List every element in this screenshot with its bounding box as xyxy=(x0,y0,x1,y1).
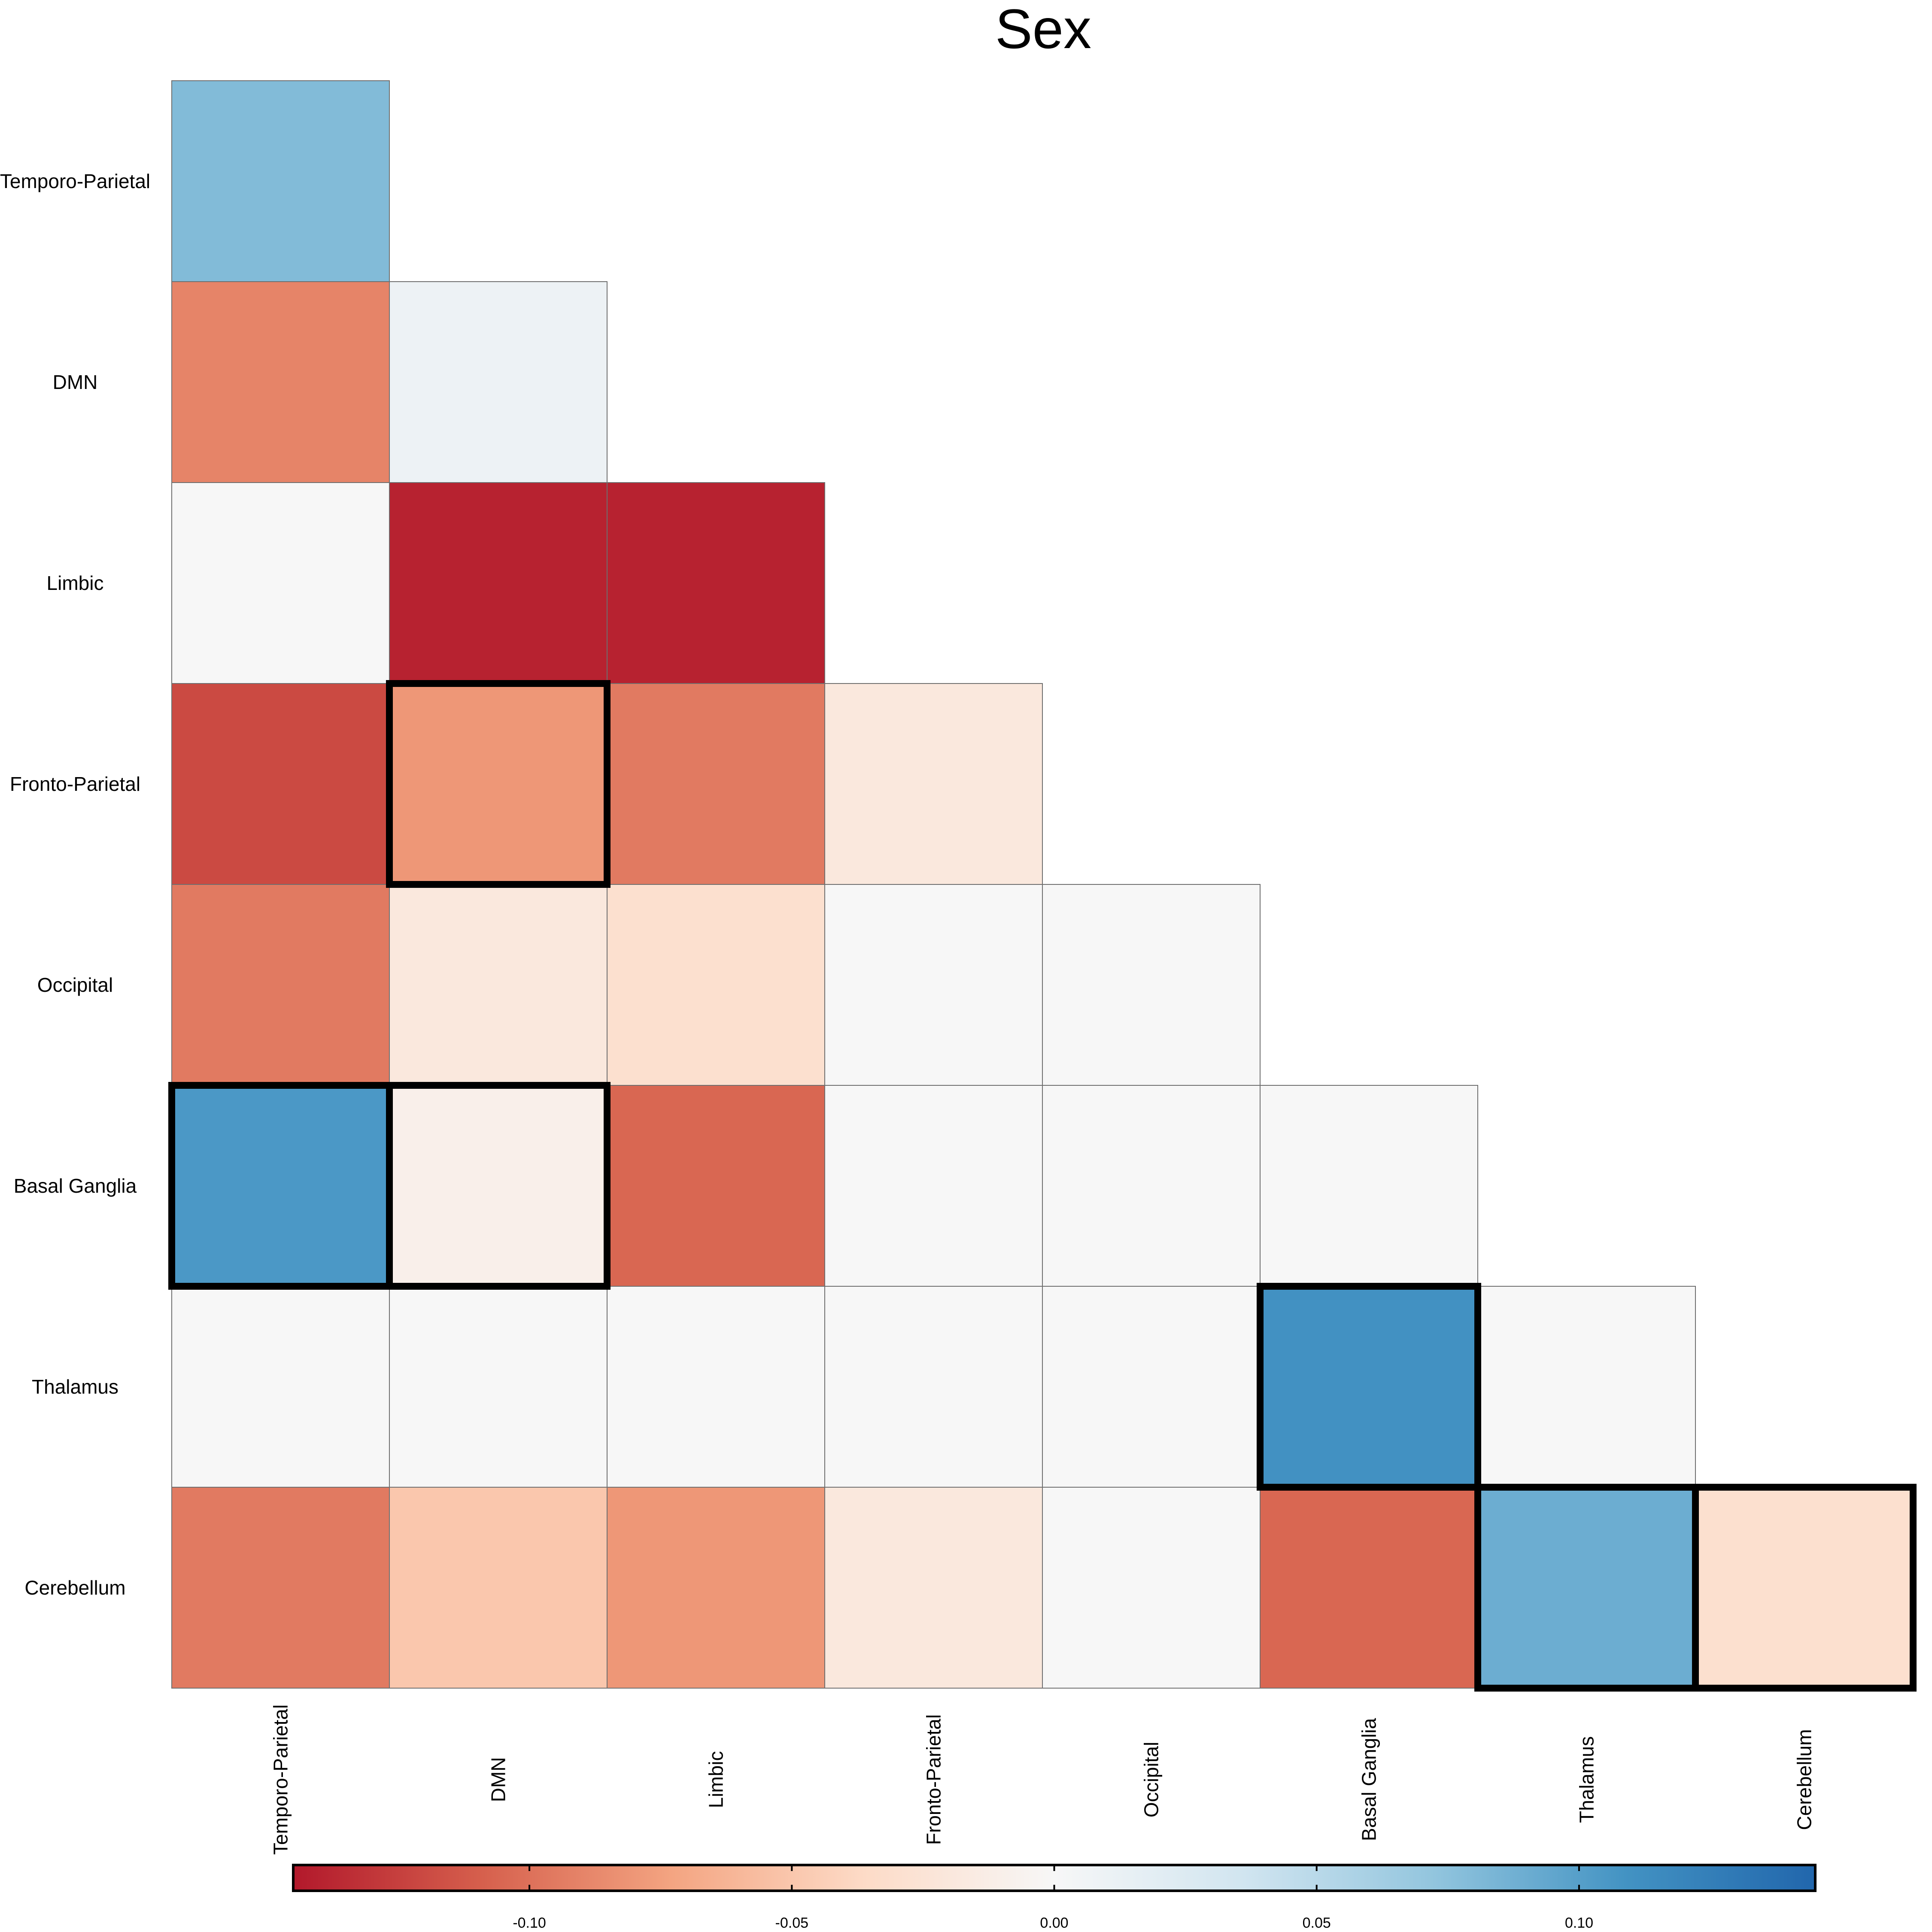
row-label: Cerebellum xyxy=(24,1577,125,1599)
heatmap-cell xyxy=(607,884,825,1086)
row-label: Temporo-Parietal xyxy=(0,170,150,192)
colorbar-tick-label: 0.00 xyxy=(1040,1915,1068,1931)
chart-title: Sex xyxy=(995,0,1091,60)
heatmap-cell xyxy=(824,1085,1043,1287)
column-label: Cerebellum xyxy=(1793,1729,1816,1830)
heatmap-cell xyxy=(1477,1286,1696,1488)
heatmap-cell xyxy=(171,281,390,483)
row-label: Thalamus xyxy=(32,1376,118,1398)
highlight-box xyxy=(1257,1283,1481,1491)
heatmap-cell xyxy=(389,1286,608,1488)
column-label: Fronto-Parietal xyxy=(923,1714,945,1845)
row-labels: Temporo-Parietal DMN Limbic Fronto-Parietal… xyxy=(0,170,150,1599)
heatmap-cell xyxy=(1260,1286,1478,1488)
heatmap-cell xyxy=(171,1286,390,1488)
highlight-box xyxy=(386,680,611,888)
heatmap-cell xyxy=(607,482,825,684)
row-label: Limbic xyxy=(47,572,104,594)
heatmap-cell xyxy=(607,1487,825,1689)
heatmap-cell xyxy=(389,1487,608,1689)
column-labels: Temporo-Parietal DMN Limbic Fronto-Parietal… xyxy=(270,1704,1816,1855)
colorbar-tick-label: -0.05 xyxy=(775,1915,809,1931)
column-label: Temporo-Parietal xyxy=(270,1704,292,1855)
heatmap-cell xyxy=(1042,1487,1261,1689)
heatmap-cell xyxy=(1042,1286,1261,1488)
row-label: Fronto-Parietal xyxy=(10,773,140,795)
highlight-boxes xyxy=(168,680,1917,1692)
heatmap-cell xyxy=(171,1085,390,1287)
row-label: DMN xyxy=(53,371,98,393)
heatmap-cell xyxy=(389,482,608,684)
highlight-box xyxy=(386,1082,611,1290)
heatmap-cell xyxy=(171,683,390,885)
column-label: Limbic xyxy=(705,1751,727,1808)
highlight-box xyxy=(1692,1484,1917,1692)
colorbar: -0.10 -0.05 0.00 0.05 0.10 xyxy=(292,1864,1817,1931)
heatmap-cell xyxy=(389,683,608,885)
colorbar-tick-label: 0.10 xyxy=(1565,1915,1593,1931)
heatmap-cell xyxy=(389,281,608,483)
heatmap-cell xyxy=(1695,1487,1914,1689)
heatmap-cell xyxy=(171,482,390,684)
heatmap-cell xyxy=(607,1085,825,1287)
heatmap-cell xyxy=(824,683,1043,885)
heatmap-cell xyxy=(171,884,390,1086)
column-label: Occipital xyxy=(1140,1742,1163,1817)
heatmap-cells xyxy=(171,80,1914,1689)
colorbar-tick-label: -0.10 xyxy=(513,1915,546,1931)
column-label: Thalamus xyxy=(1576,1736,1598,1823)
heatmap-cell xyxy=(1042,884,1261,1086)
heatmap-cell xyxy=(824,1487,1043,1689)
heatmap-cell xyxy=(389,1085,608,1287)
heatmap-cell xyxy=(824,884,1043,1086)
row-label: Basal Ganglia xyxy=(14,1175,137,1197)
colorbar-tick-label: 0.05 xyxy=(1303,1915,1331,1931)
row-label: Occipital xyxy=(37,974,113,996)
heatmap-cell xyxy=(389,884,608,1086)
heatmap-cell xyxy=(171,80,390,282)
column-label: Basal Ganglia xyxy=(1358,1718,1380,1841)
column-label: DMN xyxy=(487,1757,510,1802)
heatmap-cell xyxy=(1042,1085,1261,1287)
heatmap-cell xyxy=(1260,1085,1478,1287)
heatmap-cell xyxy=(171,1487,390,1689)
heatmap-cell xyxy=(1477,1487,1696,1689)
heatmap-cell xyxy=(824,1286,1043,1488)
heatmap-cell xyxy=(607,1286,825,1488)
heatmap-cell xyxy=(607,683,825,885)
heatmap-cell xyxy=(1260,1487,1478,1689)
